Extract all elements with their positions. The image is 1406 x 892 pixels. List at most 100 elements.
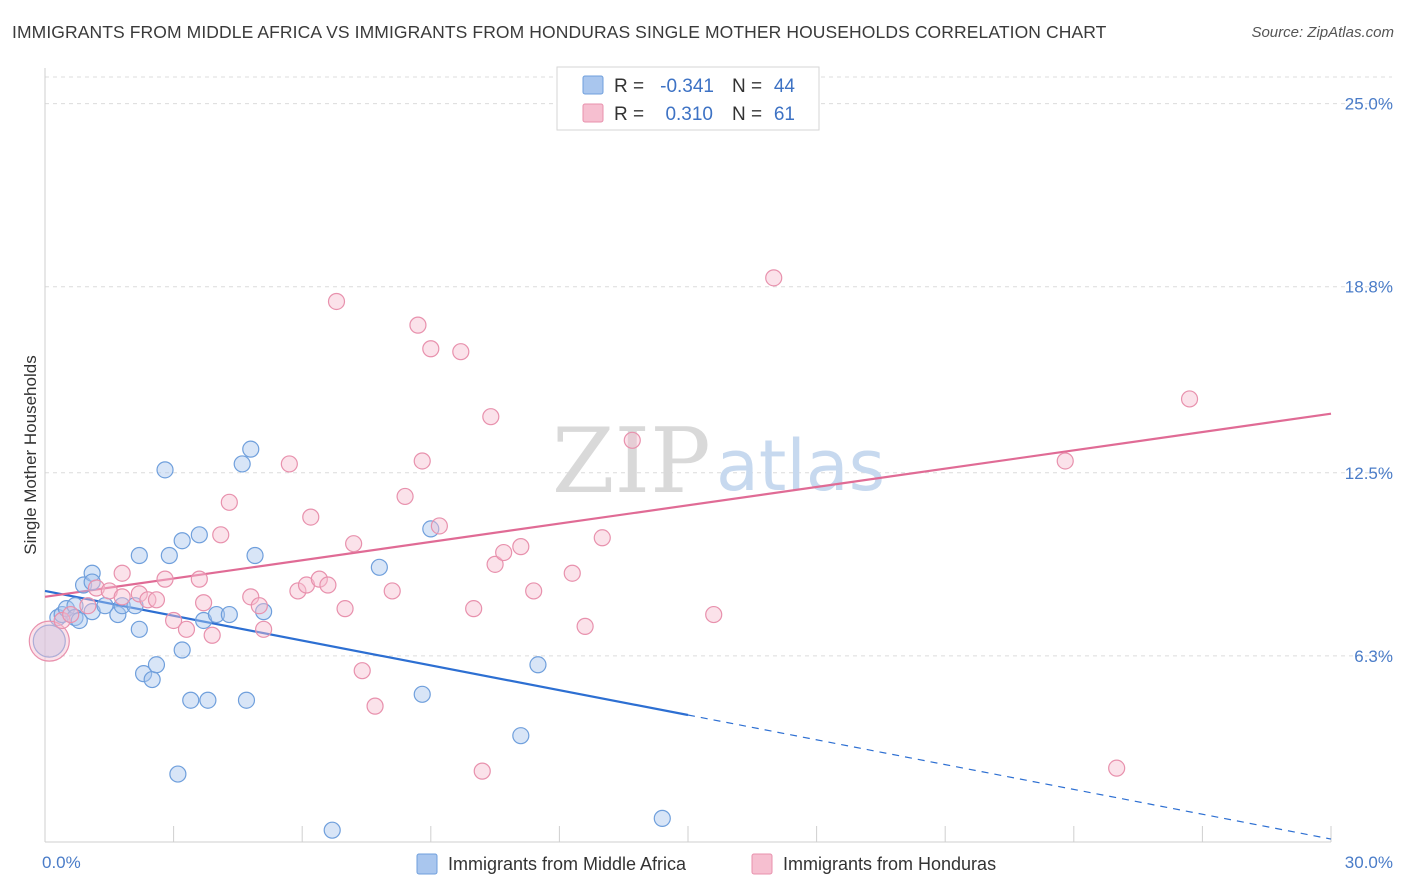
y-tick-label: 6.3% [1354, 647, 1393, 666]
point-middle-africa [370, 558, 388, 576]
point-honduras [465, 600, 483, 618]
point-honduras [413, 452, 431, 470]
trendline-middle-africa [44, 589, 689, 717]
point-honduras [495, 543, 513, 562]
point-honduras [190, 570, 208, 588]
point-middle-africa [512, 727, 530, 745]
point-honduras [336, 600, 354, 618]
point-honduras [220, 493, 238, 511]
x-tick-label: 30.0% [1345, 853, 1393, 872]
point-middle-africa [70, 611, 88, 630]
point-middle-africa [323, 821, 341, 839]
point-middle-africa [237, 691, 256, 709]
legend-swatch-blue [582, 75, 604, 95]
point-honduras [1108, 759, 1126, 777]
point-honduras [327, 292, 346, 311]
point-middle-africa [143, 670, 161, 689]
legend-r-label-1: R = [614, 76, 644, 97]
point-middle-africa [220, 605, 238, 624]
point-middle-africa [233, 455, 251, 473]
point-honduras [289, 582, 307, 600]
legend-r-value-2: 0.310 [665, 104, 713, 125]
watermark-atlas: atlas [716, 425, 885, 507]
point-honduras [765, 269, 783, 287]
point-honduras [486, 555, 504, 573]
point-honduras [242, 588, 260, 606]
point-middle-africa [413, 685, 431, 703]
point-middle-africa [207, 605, 226, 624]
legend-r-label-2: R = [614, 104, 644, 125]
chart-source: Source: ZipAtlas.com [1251, 24, 1394, 41]
point-honduras [53, 611, 71, 630]
point-honduras [705, 605, 723, 624]
legend-n-label-1: N = [732, 76, 762, 97]
bottom-legend: Immigrants from Middle Africa Immigrants… [416, 853, 996, 875]
point-honduras [28, 620, 70, 662]
point-middle-africa [199, 691, 217, 709]
legend-n-value-1: 44 [774, 76, 796, 97]
y-tick-label: 18.8% [1345, 278, 1393, 297]
point-middle-africa [134, 665, 153, 683]
point-honduras [79, 597, 97, 615]
point-honduras [62, 605, 80, 624]
y-tick-label: 25.0% [1345, 95, 1393, 114]
point-honduras [366, 697, 384, 715]
point-honduras [280, 455, 298, 473]
point-honduras [1180, 390, 1199, 408]
point-honduras [165, 611, 183, 630]
point-middle-africa [173, 532, 191, 550]
bottom-legend-swatch-pink [751, 853, 773, 875]
point-middle-africa [173, 641, 191, 659]
point-honduras [250, 597, 268, 615]
point-middle-africa [653, 809, 671, 827]
bottom-legend-label-blue: Immigrants from Middle Africa [448, 854, 687, 874]
point-honduras [396, 487, 414, 506]
point-middle-africa [130, 620, 148, 638]
axis-layer: 6.3% 12.5% 18.8% 25.0% 0.0% 30.0% [42, 68, 1393, 872]
point-honduras [623, 431, 641, 449]
point-honduras [87, 579, 106, 597]
points-layer [28, 269, 1199, 839]
point-honduras [319, 576, 337, 594]
point-middle-africa [113, 597, 131, 615]
point-honduras [1056, 452, 1074, 470]
point-honduras [422, 340, 440, 358]
legend-r-value-1: -0.341 [660, 76, 714, 97]
point-middle-africa [160, 546, 178, 565]
point-middle-africa [529, 656, 547, 674]
watermark-zip: ZIP [552, 409, 711, 514]
trendline-honduras [44, 412, 1332, 598]
point-honduras [203, 626, 221, 644]
point-honduras [353, 662, 371, 680]
point-middle-africa [147, 656, 166, 674]
point-middle-africa [32, 624, 66, 658]
point-honduras [130, 585, 148, 603]
point-honduras [563, 564, 581, 582]
point-honduras [576, 617, 594, 635]
point-honduras [113, 564, 131, 582]
legend-n-label-2: N = [732, 104, 762, 125]
point-honduras [345, 535, 363, 553]
point-honduras [156, 570, 174, 588]
point-middle-africa [182, 691, 200, 709]
point-honduras [409, 316, 427, 334]
point-honduras [302, 508, 320, 526]
watermark: ZIP atlas [552, 409, 885, 514]
point-honduras [473, 762, 491, 780]
point-middle-africa [242, 440, 260, 458]
point-honduras [195, 594, 213, 612]
point-honduras [512, 538, 530, 556]
point-middle-africa [109, 605, 127, 624]
point-honduras [255, 620, 273, 638]
bottom-legend-swatch-blue [416, 853, 438, 875]
point-honduras [430, 517, 448, 535]
x-tick-label: 0.0% [42, 853, 81, 872]
point-honduras [593, 529, 611, 547]
point-middle-africa [130, 546, 148, 565]
point-honduras [113, 588, 131, 606]
point-honduras [212, 526, 230, 544]
point-honduras [452, 343, 470, 361]
bottom-legend-label-pink: Immigrants from Honduras [783, 854, 996, 874]
legend-swatch-pink [582, 103, 604, 123]
chart-title: IMMIGRANTS FROM MIDDLE AFRICA VS IMMIGRA… [12, 22, 1107, 42]
